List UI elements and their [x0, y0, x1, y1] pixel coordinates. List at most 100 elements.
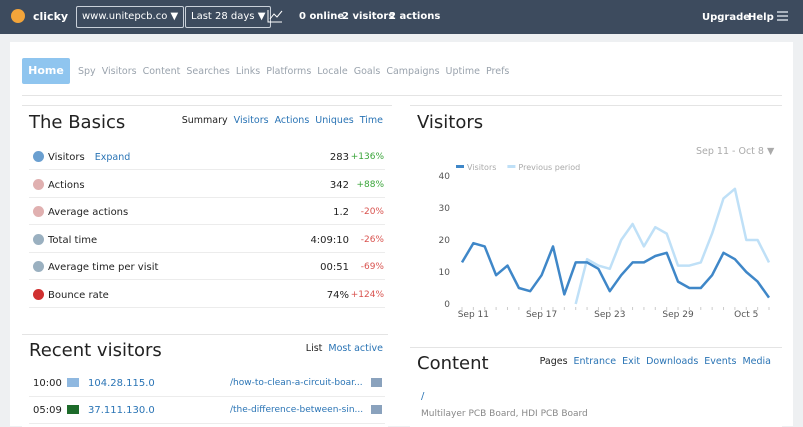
stat-label: Total time: [48, 234, 98, 246]
legend-label: Previous period: [518, 163, 580, 172]
visitors-panel: [410, 105, 782, 326]
menu-icon[interactable]: [777, 11, 788, 21]
legend-label: Visitors: [467, 163, 496, 172]
row-line: [29, 423, 385, 424]
stat-change: +136%: [350, 152, 384, 162]
page-path[interactable]: /: [421, 391, 425, 402]
y-tick-label: 30: [439, 204, 451, 214]
stat-label: Average time per visit: [48, 262, 159, 273]
row-icon: [33, 288, 44, 300]
site-select[interactable]: www.unitepcb.co ▼: [76, 6, 185, 28]
expand-link[interactable]: Expand: [94, 152, 131, 163]
tab[interactable]: Most active: [328, 343, 383, 354]
tab[interactable]: Uniques: [315, 115, 354, 126]
content-panel: [410, 347, 782, 427]
visit-url[interactable]: /how-to-clean-a-circuit-boar...: [230, 378, 363, 388]
panel-title: Recent visitors: [29, 340, 162, 361]
stat-label: Average actions: [48, 207, 129, 218]
basics-panel: [22, 105, 392, 318]
nav-tab[interactable]: Uptime: [445, 66, 480, 77]
help-link[interactable]: Help: [748, 12, 774, 23]
nav-tab[interactable]: Content: [142, 66, 181, 77]
x-tick-label: Sep 23: [594, 310, 625, 320]
tab[interactable]: Downloads: [646, 356, 699, 367]
visit-icon[interactable]: [371, 378, 382, 387]
nav-tab[interactable]: Searches: [186, 66, 230, 77]
online-count[interactable]: 0 online: [299, 11, 345, 22]
stat-value: 1.2: [333, 207, 349, 218]
tab[interactable]: Events: [704, 356, 737, 367]
row-icon: [33, 233, 44, 245]
flag: [67, 378, 79, 387]
nav-tab[interactable]: Platforms: [266, 66, 312, 77]
legend-swatch: [507, 165, 516, 168]
nav-tab[interactable]: Links: [235, 66, 261, 77]
chart-icon[interactable]: [267, 9, 283, 23]
upgrade-link[interactable]: Upgrade: [702, 12, 751, 23]
x-tick-label: Sep 11: [458, 310, 489, 320]
tab[interactable]: Exit: [622, 356, 641, 367]
nav-tab[interactable]: Locale: [317, 66, 348, 77]
top-bar: clicky www.unitepcb.co ▼ Last 28 days ▼ …: [0, 0, 803, 34]
y-tick-label: 20: [439, 236, 451, 246]
tab[interactable]: Actions: [274, 115, 310, 126]
y-tick-label: 10: [439, 268, 451, 278]
stat-change: -26%: [360, 234, 384, 245]
series-line: [574, 187, 771, 305]
stat-value: 74%: [326, 289, 349, 301]
nav-tab[interactable]: Spy: [78, 66, 96, 77]
panel-title: Visitors: [417, 112, 484, 133]
nav-tab[interactable]: Visitors: [101, 66, 137, 77]
stat-value: 4:09:10: [310, 234, 349, 246]
nav-tab-active[interactable]: Home: [22, 58, 70, 84]
visit-url[interactable]: /the-difference-between-sin...: [230, 405, 364, 415]
stat-label: Bounce rate: [48, 289, 109, 301]
visitor-ip[interactable]: 104.28.115.0: [88, 378, 155, 389]
row-icon: [33, 261, 44, 272]
tab[interactable]: Pages: [539, 356, 568, 367]
divider: [22, 95, 782, 96]
y-tick-label: 0: [444, 300, 450, 310]
flag: [67, 405, 79, 414]
x-tick-label: Oct 5: [734, 310, 758, 320]
visit-time: 10:00: [33, 378, 62, 389]
logo[interactable]: clicky: [33, 10, 69, 23]
nav-tab[interactable]: Goals: [353, 66, 381, 77]
row-icon: [33, 206, 44, 217]
stat-change: +124%: [350, 289, 384, 300]
visitor-count[interactable]: 2 visitors: [342, 11, 395, 22]
range-select[interactable]: Last 28 days ▼: [185, 6, 272, 28]
action-count[interactable]: 2 actions: [389, 11, 441, 22]
stat-change: -69%: [360, 262, 384, 272]
stat-change: +88%: [356, 179, 384, 190]
stat-label: Actions: [48, 179, 85, 191]
tab[interactable]: Summary: [181, 115, 228, 126]
page-title: Multilayer PCB Board, HDI PCB Board: [421, 409, 588, 419]
x-tick-label: Sep 29: [662, 310, 694, 320]
row-icon: [33, 151, 44, 162]
row-line: [29, 279, 385, 280]
tab[interactable]: Entrance: [573, 356, 617, 367]
visit-icon[interactable]: [371, 405, 382, 414]
tab[interactable]: Media: [742, 356, 771, 367]
x-tick-label: Sep 17: [526, 310, 557, 320]
date-range[interactable]: Sep 11 - Oct 8 ▼: [696, 146, 775, 157]
tab[interactable]: List: [305, 343, 323, 354]
panel-title: The Basics: [29, 112, 126, 133]
recent-panel: [22, 334, 388, 427]
row-line: [29, 196, 385, 198]
nav-tab[interactable]: Prefs: [485, 66, 510, 77]
stat-label: Visitors: [48, 152, 85, 163]
legend-swatch: [456, 165, 464, 168]
visitor-ip[interactable]: 37.111.130.0: [88, 405, 155, 416]
y-tick-label: 40: [439, 172, 451, 182]
panel-title: Content: [417, 353, 489, 374]
tab[interactable]: Time: [359, 115, 383, 126]
tab[interactable]: Visitors: [233, 115, 269, 126]
row-line: [29, 251, 385, 253]
row-line: [29, 224, 385, 225]
row-line: [29, 169, 385, 170]
nav-tab[interactable]: Campaigns: [386, 66, 440, 77]
stat-value: 00:51: [320, 262, 349, 273]
